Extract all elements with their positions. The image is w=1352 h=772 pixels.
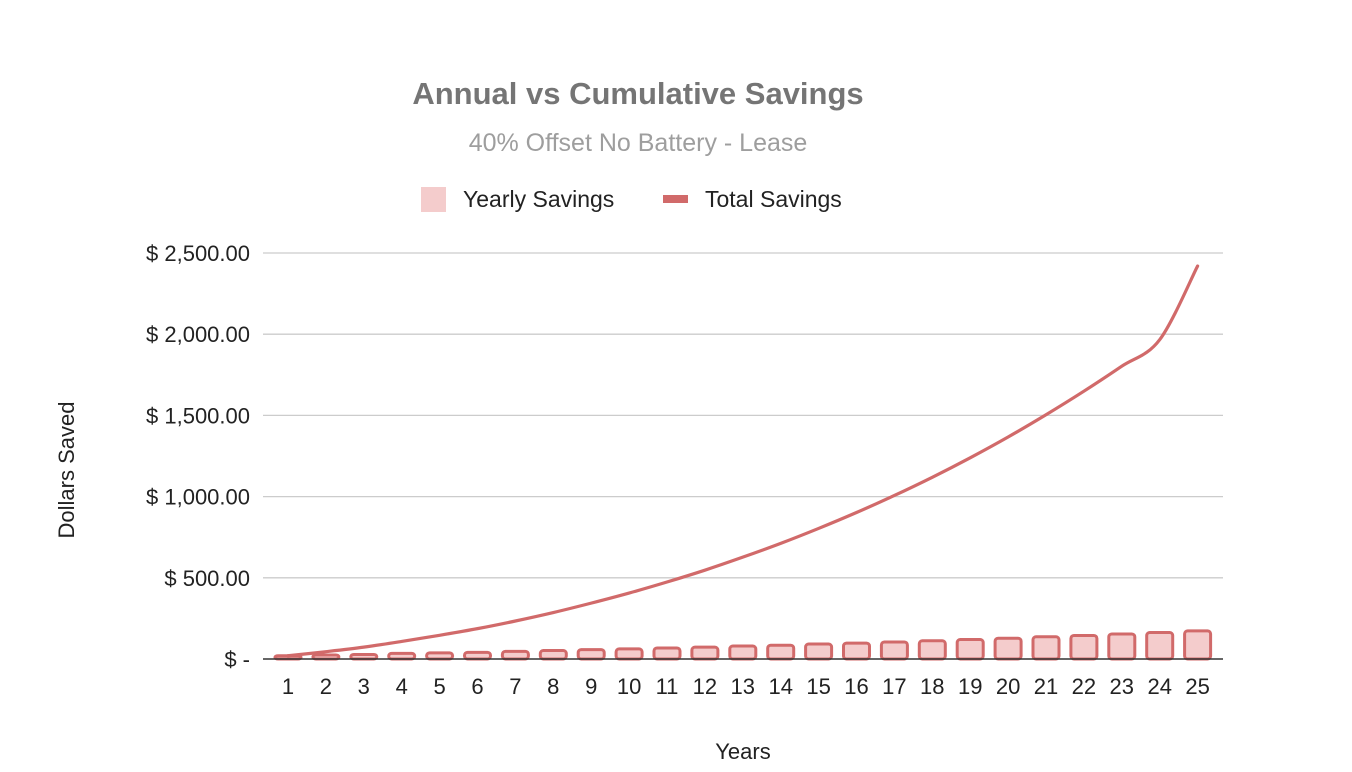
- bar-yearly-savings: [614, 647, 644, 661]
- legend: Yearly Savings Total Savings: [421, 186, 842, 212]
- x-tick-label: 2: [320, 674, 332, 699]
- y-tick-label: $ 1,500.00: [146, 403, 250, 428]
- x-tick-label: 18: [920, 674, 944, 699]
- x-tick-label: 8: [547, 674, 559, 699]
- total-savings-line-group: [286, 264, 1200, 658]
- bar-yearly-savings: [955, 638, 985, 661]
- x-tick-label: 20: [996, 674, 1020, 699]
- bar-yearly-savings: [879, 640, 909, 661]
- yearly-savings-bars: [263, 629, 1223, 661]
- bar-yearly-savings: [463, 650, 492, 661]
- legend-swatch-total-savings: [663, 195, 688, 203]
- x-tick-label: 10: [617, 674, 641, 699]
- bar-yearly-savings: [652, 646, 682, 661]
- bar-yearly-savings: [576, 648, 606, 661]
- x-tick-label: 16: [844, 674, 868, 699]
- x-tick-label: 17: [882, 674, 906, 699]
- bar-yearly-savings: [387, 651, 417, 661]
- x-tick-label: 3: [358, 674, 370, 699]
- x-tick-label: 19: [958, 674, 982, 699]
- y-tick-label: $ 500.00: [164, 566, 250, 591]
- y-tick-label: $ 2,000.00: [146, 322, 250, 347]
- x-tick-label: 6: [471, 674, 483, 699]
- bar-yearly-savings: [766, 643, 796, 661]
- legend-label-total-savings: Total Savings: [705, 186, 842, 212]
- bar-yearly-savings: [1031, 635, 1061, 661]
- x-tick-label: 25: [1185, 674, 1209, 699]
- y-tick-label: $ 1,000.00: [146, 485, 250, 510]
- gridlines: [263, 252, 1223, 579]
- bar-yearly-savings: [1069, 633, 1099, 661]
- bar-yearly-savings: [917, 639, 947, 661]
- x-tick-label: 14: [768, 674, 792, 699]
- x-tick-label: 21: [1034, 674, 1058, 699]
- bar-yearly-savings: [538, 649, 568, 661]
- bar-yearly-savings: [728, 644, 758, 661]
- x-tick-label: 22: [1072, 674, 1096, 699]
- chart-subtitle: 40% Offset No Battery - Lease: [469, 129, 808, 157]
- x-axis-ticks: 1 2 3 4 5 6 7 8 9 10 11 12 13 14 15 16 17 18 19 20 21 22 23 24 2…: [282, 674, 1210, 699]
- x-tick-label: 13: [731, 674, 755, 699]
- x-tick-label: 7: [509, 674, 521, 699]
- x-axis-label: Years: [715, 739, 770, 764]
- x-tick-label: 4: [396, 674, 408, 699]
- x-tick-label: 12: [693, 674, 717, 699]
- bar-yearly-savings: [1183, 629, 1213, 661]
- legend-swatch-yearly-savings: [421, 187, 446, 212]
- x-tick-label: 5: [433, 674, 445, 699]
- bar-yearly-savings: [842, 641, 871, 661]
- y-tick-label: $ 2,500.00: [146, 241, 250, 266]
- bar-yearly-savings: [690, 645, 720, 661]
- legend-label-yearly-savings: Yearly Savings: [463, 186, 614, 212]
- x-tick-label: 23: [1110, 674, 1134, 699]
- bar-yearly-savings: [425, 651, 455, 661]
- y-axis-label: Dollars Saved: [54, 402, 79, 539]
- total-savings-line: [286, 264, 1200, 658]
- y-axis-ticks: $ - $ 500.00 $ 1,000.00 $ 1,500.00 $ 2,000.0…: [146, 241, 250, 672]
- bar-yearly-savings: [1107, 632, 1137, 661]
- bar-yearly-savings: [804, 642, 834, 661]
- bar-yearly-savings: [500, 649, 530, 661]
- chart-title: Annual vs Cumulative Savings: [412, 76, 863, 111]
- bar-yearly-savings: [993, 636, 1023, 661]
- x-tick-label: 1: [282, 674, 294, 699]
- y-tick-label: $ -: [224, 647, 250, 672]
- x-tick-label: 15: [806, 674, 830, 699]
- bar-yearly-savings: [1145, 631, 1175, 661]
- x-tick-label: 11: [656, 674, 679, 699]
- x-tick-label: 9: [585, 674, 597, 699]
- x-tick-label: 24: [1147, 674, 1171, 699]
